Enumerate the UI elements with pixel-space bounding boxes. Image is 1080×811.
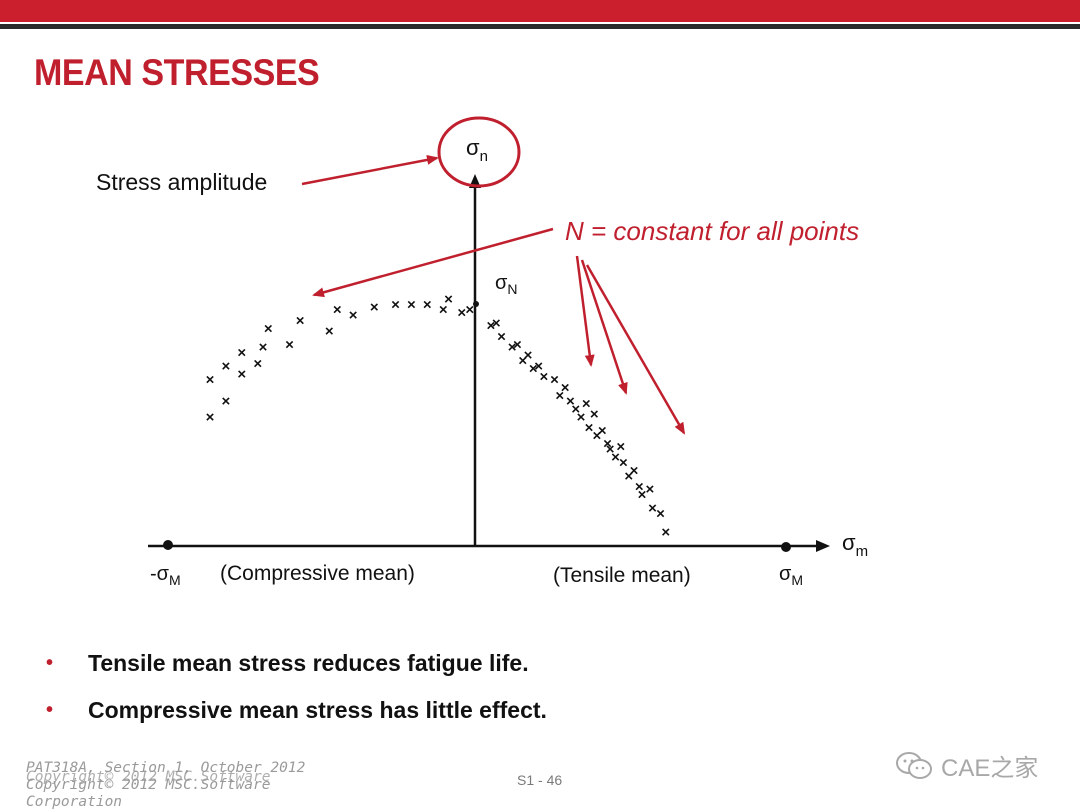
data-point-marker: × <box>555 387 564 404</box>
wechat-icon <box>896 751 932 779</box>
neg-limit-label: -σM <box>150 563 181 588</box>
data-point-marker: × <box>529 361 538 378</box>
data-point-marker: × <box>206 371 215 388</box>
data-points: ××××××××××××× × × × × × ××× ××××××××××× ××××××××… <box>206 291 671 541</box>
constant-note: N = constant for all points <box>565 216 859 246</box>
data-point-marker: × <box>603 436 612 453</box>
data-point-marker: × <box>444 291 453 308</box>
footer-line-2a: Copyright© 2012 MSC.Software <box>26 777 271 793</box>
slide-title: MEAN STRESSES <box>34 52 320 93</box>
data-point-marker: × <box>638 487 647 504</box>
watermark: CAE之家 <box>895 748 1038 783</box>
slide-number: S1 - 46 <box>517 772 563 788</box>
data-point-marker: × <box>206 409 215 426</box>
data-point-marker: × <box>253 355 262 372</box>
mean-stress-diagram: σn σm σN -σM σM (Compressive mean) (Tens… <box>96 116 868 588</box>
data-point-marker: × <box>333 302 342 319</box>
data-point-marker: × <box>635 479 644 496</box>
data-point-marker: × <box>648 500 657 517</box>
intercept-dot <box>473 301 479 307</box>
data-point-marker: × <box>585 420 594 437</box>
stress-amplitude-label: Stress amplitude <box>96 169 267 195</box>
data-point-marker: × <box>619 454 628 471</box>
top-divider-line <box>0 24 1080 29</box>
data-point-marker: × <box>285 337 294 354</box>
data-point-marker: × <box>566 393 575 410</box>
data-point-marker: × <box>497 329 506 346</box>
data-point-marker: × <box>646 481 655 498</box>
data-point-marker: × <box>598 422 607 439</box>
data-point-marker: × <box>237 366 246 383</box>
bullet-text: Tensile mean stress reduces fatigue life… <box>88 650 529 676</box>
constant-arrow-2 <box>580 259 628 395</box>
compressive-mean-label: (Compressive mean) <box>220 562 415 585</box>
tensile-mean-label: (Tensile mean) <box>553 564 691 587</box>
data-point-marker: × <box>624 468 633 485</box>
x-axis-label: σm <box>842 530 868 560</box>
data-point-marker: × <box>561 379 570 396</box>
bullet-item: • Tensile mean stress reduces fatigue lif… <box>44 646 547 693</box>
data-point-marker: × <box>457 304 466 321</box>
data-point-marker: × <box>264 320 273 337</box>
data-point-marker: × <box>487 318 496 335</box>
top-accent-bar <box>0 0 1080 22</box>
data-point-marker: × <box>465 302 474 319</box>
footer-line-1: PAT318A, Section 1, October 2012 <box>26 760 306 776</box>
data-point-marker: × <box>593 428 602 445</box>
data-point-marker: × <box>524 347 533 364</box>
bullet-list: • Tensile mean stress reduces fatigue lif… <box>44 646 547 740</box>
y-axis-label: σn <box>466 135 488 165</box>
data-point-marker: × <box>616 438 625 455</box>
data-point-marker: × <box>606 441 615 458</box>
data-point-marker: × <box>661 524 670 541</box>
data-point-marker: × <box>370 299 379 316</box>
data-point-marker: × <box>222 358 231 375</box>
pos-limit-dot <box>781 542 791 552</box>
intercept-label: σN <box>495 272 517 297</box>
footer-line-3: Corporation <box>26 794 123 810</box>
footer-line-2b: Copyright© 2012 MSC.Software <box>26 769 271 785</box>
data-point-marker: × <box>590 406 599 423</box>
neg-limit-dot <box>163 540 173 550</box>
data-point-marker: × <box>611 449 620 466</box>
data-point-marker: × <box>492 315 501 332</box>
stress-amplitude-arrow <box>301 154 439 186</box>
constant-arrow-3 <box>585 264 686 435</box>
bullet-marker: • <box>46 699 54 721</box>
data-point-marker: × <box>540 369 549 386</box>
data-point-marker: × <box>349 307 358 324</box>
data-point-marker: × <box>439 302 448 319</box>
constant-arrow-1 <box>575 255 595 367</box>
data-point-marker: × <box>407 296 416 313</box>
highlight-circle <box>437 116 521 188</box>
data-point-marker: × <box>577 409 586 426</box>
data-point-marker: × <box>550 371 559 388</box>
data-point-marker: × <box>508 339 517 356</box>
data-point-marker: × <box>571 401 580 418</box>
data-point-marker: × <box>296 312 305 329</box>
data-point-marker: × <box>259 339 268 356</box>
bullet-text: Compressive mean stress has little effec… <box>88 697 547 723</box>
pos-limit-label: σM <box>779 563 803 588</box>
footer-copyright: PAT318A, Section 1, October 2012 Copyrig… <box>26 760 305 811</box>
data-point-marker: × <box>656 505 665 522</box>
watermark-text: CAE之家 <box>941 755 1039 782</box>
data-point-marker: × <box>391 296 400 313</box>
bullet-item: • Compressive mean stress has little effe… <box>44 693 547 740</box>
data-point-marker: × <box>222 393 231 410</box>
constant-arrow-left <box>312 227 554 298</box>
x-axis-arrowhead <box>816 540 830 552</box>
data-point-marker: × <box>582 396 591 413</box>
data-point-marker: × <box>325 323 334 340</box>
data-point-marker: × <box>513 337 522 354</box>
data-point-marker: × <box>534 358 543 375</box>
data-point-marker: × <box>630 463 639 480</box>
footer-line-2: Copyright© 2012 MSC.Software Copyright© … <box>26 769 305 794</box>
bullet-marker: • <box>46 652 54 674</box>
data-point-marker: × <box>518 353 527 370</box>
data-point-marker: × <box>237 345 246 362</box>
data-point-marker: × <box>423 296 432 313</box>
